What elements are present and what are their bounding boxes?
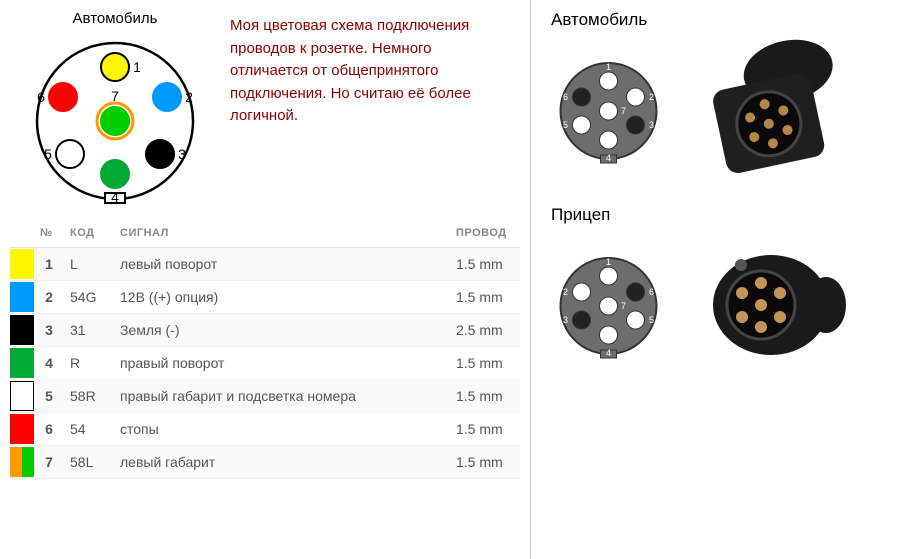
svg-text:5: 5 (44, 146, 52, 162)
header-wire: Провод (450, 219, 520, 248)
diagram-title: Автомобиль (10, 10, 220, 27)
svg-text:4: 4 (606, 348, 611, 358)
header-signal: Сигнал (114, 219, 450, 248)
right-block-title: Автомобиль (551, 10, 904, 30)
description-text: Моя цветовая схема подключения проводов … (230, 10, 500, 128)
table-row: 4Rправый поворот1.5 mm (10, 347, 520, 380)
svg-text:6: 6 (563, 92, 568, 102)
svg-text:5: 5 (563, 120, 568, 130)
wiring-table: № Код Сигнал Провод 1Lлевый поворот1.5 m… (10, 219, 520, 479)
connector-svg: 1 2 3 4 5 6 7 (25, 29, 205, 209)
svg-text:3: 3 (649, 120, 654, 130)
table-row: 331Земля (-)2.5 mm (10, 314, 520, 347)
svg-text:7: 7 (111, 88, 119, 104)
svg-text:6: 6 (37, 89, 45, 105)
svg-text:2: 2 (185, 89, 193, 105)
svg-text:4: 4 (111, 189, 119, 205)
main-connector-diagram: Автомобиль 1 2 3 4 5 6 7 (10, 10, 220, 209)
svg-text:1: 1 (606, 62, 611, 72)
header-code: Код (64, 219, 114, 248)
table-row: 558Rправый габарит и подсветка номера1.5… (10, 380, 520, 413)
table-row: 254G12В ((+) опция)1.5 mm (10, 281, 520, 314)
right-column: Автомобиль 1 2 3 4 5 6 7 Прицеп 1 2 3 4 5 6 7 (530, 0, 924, 559)
svg-text:1: 1 (606, 257, 611, 267)
svg-text:4: 4 (606, 153, 611, 163)
svg-text:2: 2 (563, 287, 568, 297)
svg-text:3: 3 (178, 146, 186, 162)
svg-text:7: 7 (621, 106, 626, 116)
svg-text:5: 5 (649, 315, 654, 325)
svg-text:1: 1 (133, 59, 141, 75)
header-num: № (34, 219, 64, 248)
svg-text:2: 2 (649, 92, 654, 102)
svg-text:6: 6 (649, 287, 654, 297)
table-row: 1Lлевый поворот1.5 mm (10, 248, 520, 281)
table-row: 758Lлевый габарит1.5 mm (10, 446, 520, 479)
svg-text:7: 7 (621, 301, 626, 311)
table-row: 654стопы1.5 mm (10, 413, 520, 446)
left-column: Автомобиль 1 2 3 4 5 6 7 Моя цветовая схема по… (0, 0, 530, 559)
svg-text:3: 3 (563, 315, 568, 325)
right-block-title: Прицеп (551, 205, 904, 225)
